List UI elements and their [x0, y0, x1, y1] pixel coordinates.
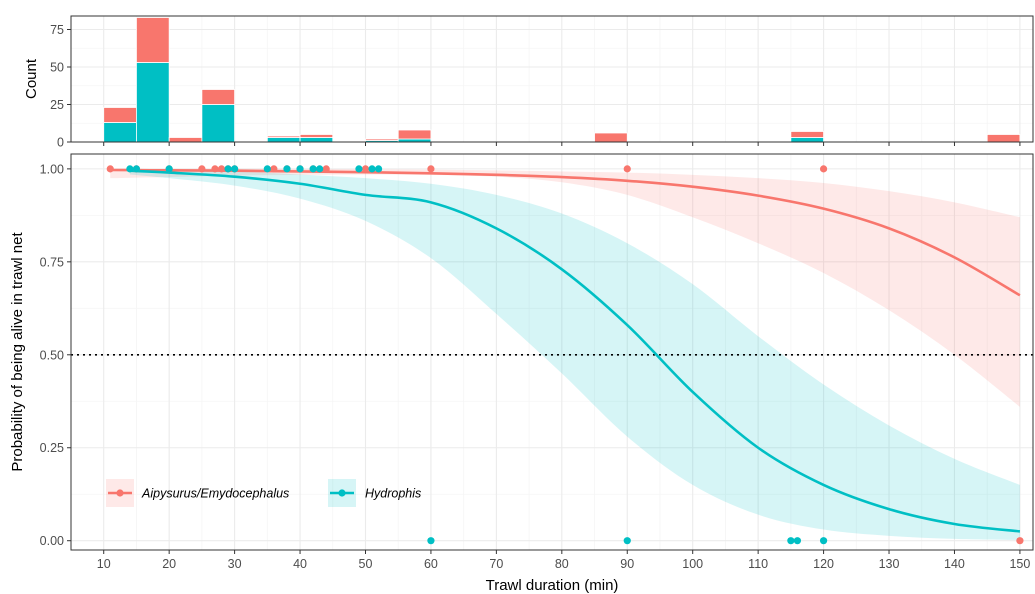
data-point-aipysurus: [106, 165, 114, 173]
probability-border: [70, 153, 1034, 551]
legend-label-hydrophis: Hydrophis: [365, 487, 421, 501]
y-tick-label: 1.00: [40, 162, 64, 176]
hist-bar-hydrophis: [266, 137, 301, 143]
x-tick-label: 140: [944, 557, 965, 571]
data-point-aipysurus: [623, 165, 631, 173]
histogram-x-ticks: [103, 142, 1021, 146]
hist-bar-aipysurus: [266, 135, 301, 138]
data-point-aipysurus: [211, 165, 219, 173]
hist-bar-aipysurus: [103, 107, 137, 123]
x-axis-label: Trawl duration (min): [486, 577, 619, 594]
data-point-hydrophis: [283, 165, 291, 173]
data-point-hydrophis: [355, 165, 363, 173]
x-tick-label: 20: [162, 557, 176, 571]
hist-bar-aipysurus: [790, 131, 824, 138]
x-tick-label: 40: [293, 557, 307, 571]
probability-y-axis-label: Probability of being alive in trawl net: [9, 232, 26, 472]
data-point-aipysurus: [361, 165, 370, 173]
histogram-bars: [103, 17, 1021, 143]
histogram-panel: 0 25 50 75 Count: [23, 15, 1034, 150]
probability-panel: 0.000.250.500.751.00 10 20 30 40 50 60 70 80 90 1…: [9, 153, 1034, 594]
data-point-hydrophis: [368, 165, 376, 173]
data-point-hydrophis: [132, 165, 141, 173]
x-tick-label: 10: [97, 557, 111, 571]
ci-ribbon-aipysurus: [110, 168, 1020, 407]
histogram-border: [70, 15, 1034, 143]
fitted-curve-hydrophis: [129, 169, 1021, 533]
data-point-hydrophis: [126, 165, 134, 173]
hist-bar-aipysurus: [397, 129, 432, 140]
data-point-aipysurus: [819, 165, 828, 173]
y-tick-label: 0.25: [40, 441, 64, 455]
x-tick-label: 80: [555, 557, 569, 571]
hist-bar-hydrophis: [790, 137, 824, 143]
ci-ribbon-hydrophis: [129, 168, 1020, 540]
hist-bar-aipysurus: [986, 134, 1021, 143]
x-tick-label: 100: [682, 557, 703, 571]
data-point-hydrophis: [263, 165, 271, 173]
data-point-hydrophis: [231, 165, 239, 173]
data-point-hydrophis: [296, 165, 304, 173]
legend-point-hydrophis: [338, 489, 346, 497]
hist-bar-aipysurus: [365, 138, 399, 141]
data-point-hydrophis: [819, 537, 828, 545]
data-point-hydrophis: [427, 537, 435, 545]
x-tick-label: 130: [879, 557, 900, 571]
probability-x-ticks: 10 20 30 40 50 60 70 80 90 100 110 120 130 140 150: [97, 550, 1030, 571]
hist-y-tick-label: 25: [50, 98, 64, 112]
data-point-aipysurus: [217, 165, 226, 173]
fitted-curve-aipysurus: [110, 168, 1021, 297]
data-point-hydrophis: [224, 165, 232, 173]
data-point-hydrophis: [793, 537, 802, 545]
hist-bar-aipysurus: [594, 132, 628, 143]
data-point-hydrophis: [165, 165, 173, 173]
hist-bar-aipysurus: [168, 137, 203, 143]
hist-bar-aipysurus: [201, 89, 236, 105]
data-point-aipysurus: [198, 165, 206, 173]
x-tick-label: 50: [359, 557, 373, 571]
hist-y-tick-label: 0: [57, 136, 64, 150]
data-point-aipysurus: [270, 165, 278, 173]
x-tick-label: 70: [489, 557, 503, 571]
probability-y-ticks: 0.00 0.25 0.50 0.75 1.00: [40, 162, 71, 548]
fitted-curves: [110, 168, 1021, 533]
x-tick-label: 110: [748, 557, 768, 571]
hist-bar-hydrophis: [103, 122, 137, 143]
hist-bar-aipysurus: [136, 17, 170, 63]
x-tick-label: 60: [424, 557, 438, 571]
probability-background: [71, 154, 1033, 550]
data-point-hydrophis: [623, 537, 631, 545]
y-tick-label: 0.75: [40, 255, 64, 269]
legend-item-aipysurus: Aipysurus/Emydocephalus: [106, 479, 289, 507]
hist-y-tick-label: 50: [50, 61, 64, 75]
data-point-hydrophis: [309, 165, 317, 173]
histogram-y-ticks: 0 25 50 75: [50, 23, 71, 150]
data-point-hydrophis: [316, 165, 324, 173]
histogram-y-axis-label: Count: [23, 58, 40, 99]
probability-grid: [71, 154, 1033, 550]
hist-bar-hydrophis: [136, 62, 170, 143]
legend-label-aipysurus: Aipysurus/Emydocephalus: [141, 487, 289, 501]
hist-bar-hydrophis: [299, 137, 334, 143]
hist-bar-aipysurus: [299, 134, 334, 138]
y-tick-label: 0.00: [40, 534, 64, 548]
legend: Aipysurus/Emydocephalus Hydrophis: [106, 479, 421, 507]
x-tick-label: 120: [813, 557, 834, 571]
hist-bar-hydrophis: [201, 104, 236, 143]
legend-item-hydrophis: Hydrophis: [328, 479, 421, 507]
data-point-aipysurus: [1016, 537, 1024, 545]
legend-point-aipysurus: [116, 489, 124, 497]
hist-y-tick-label: 75: [50, 23, 64, 37]
data-point-hydrophis: [787, 537, 795, 545]
x-tick-label: 90: [620, 557, 634, 571]
x-tick-label: 150: [1009, 557, 1030, 571]
observed-points: [106, 165, 1024, 545]
data-point-hydrophis: [374, 165, 383, 173]
confidence-ribbons: [110, 168, 1020, 540]
data-point-aipysurus: [427, 165, 435, 173]
x-tick-label: 30: [228, 557, 242, 571]
y-tick-label: 0.50: [40, 348, 64, 362]
data-point-aipysurus: [322, 165, 330, 173]
